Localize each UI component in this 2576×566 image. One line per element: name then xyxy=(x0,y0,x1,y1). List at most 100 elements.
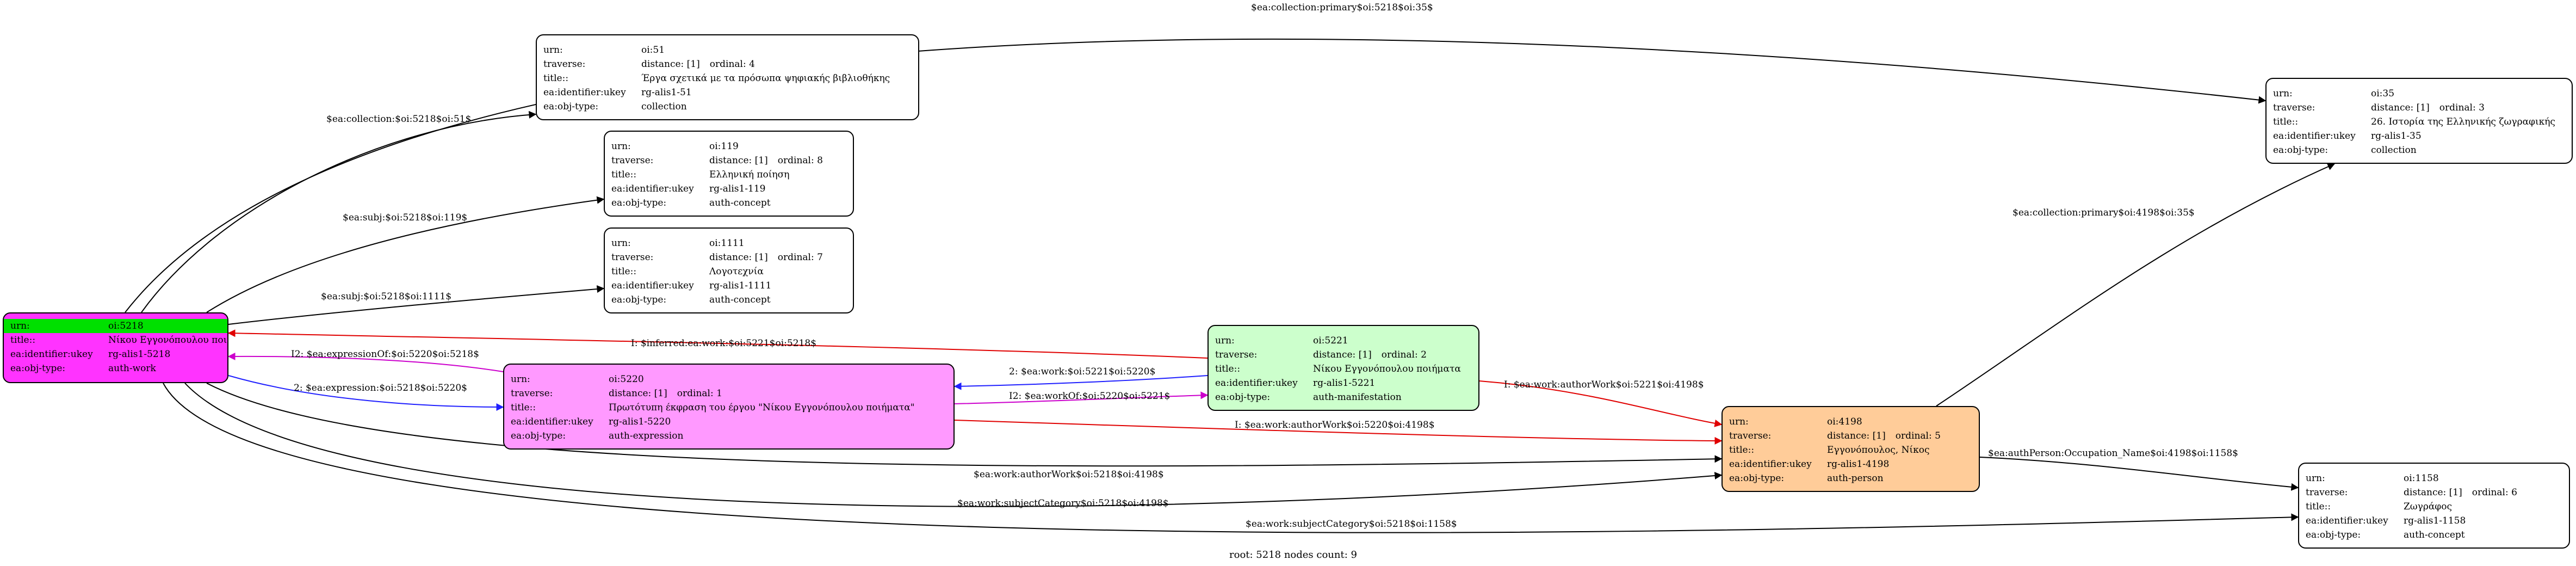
title-key: title:: xyxy=(511,402,536,413)
traverse-value: distance: [1] ordinal: 4 xyxy=(641,57,755,71)
objtype-text: auth-concept xyxy=(709,294,771,305)
traverse-row: traverse: distance: [1] ordinal: 3 xyxy=(2267,101,2572,115)
title-value: Νίκου Εγγονόπουλου ποιήματα xyxy=(1313,362,1461,376)
title-row: title:: Πρωτότυπη έκφραση του έργου "Νίκο… xyxy=(504,401,953,415)
ukey-text: rg-alis1-51 xyxy=(641,87,692,98)
graph-node-root[interactable]: urn: oi:5218 title:: Νίκου Εγγονόπουλου ποι… xyxy=(3,312,228,383)
objtype-value: collection xyxy=(641,100,687,114)
graph-node-oi-5221[interactable]: urn: oi:5221 traverse: distance: [1] ordinal… xyxy=(1208,325,1479,411)
title-text: Νίκου Εγγονόπουλου ποιήματα xyxy=(108,335,227,346)
title-value: Ζωγράφος xyxy=(2404,500,2452,514)
objtype-value: auth-expression xyxy=(609,429,683,443)
ukey-row: ea:identifier:ukey rg-alis1-51 xyxy=(537,85,918,100)
urn-row: urn: oi:4198 xyxy=(1723,415,1979,429)
traverse-value: distance: [1] ordinal: 8 xyxy=(709,153,823,168)
distance-text: distance: [1] xyxy=(1827,430,1886,441)
title-value: Πρωτότυπη έκφραση του έργου "Νίκου Εγγον… xyxy=(609,401,915,415)
ukey-value: rg-alis1-5220 xyxy=(609,415,671,429)
ukey-key: ea:identifier:ukey xyxy=(511,416,593,427)
ordinal-text: ordinal: 8 xyxy=(777,155,823,166)
edge-label: $ea:work:subjectCategory$oi:5218$oi:4198… xyxy=(957,498,1169,509)
edge-n5220-to-n4198 xyxy=(954,420,1723,445)
ukey-row: ea:identifier:ukey rg-alis1-35 xyxy=(2267,129,2572,143)
title-row: title:: 26. Ιστορία της Ελληνικής ζωγραφι… xyxy=(2267,115,2572,129)
traverse-row: traverse: distance: [1] ordinal: 8 xyxy=(605,153,853,168)
ukey-row: ea:identifier:ukey rg-alis1-5221 xyxy=(1209,376,1478,390)
edge-label: $ea:collection:primary$oi:5218$oi:35$ xyxy=(1251,2,1433,13)
urn-row: urn: oi:51 xyxy=(537,43,918,57)
traverse-row: traverse: distance: [1] ordinal: 2 xyxy=(1209,348,1478,362)
objtype-text: auth-concept xyxy=(709,198,771,208)
edge-label: $ea:work:authorWork$oi:5218$oi:4198$ xyxy=(974,469,1164,480)
edge-label: 2: $ea:work:$oi:5221$oi:5220$ xyxy=(1009,366,1155,377)
urn-value: oi:5218 xyxy=(108,319,144,333)
objtype-value: auth-manifestation xyxy=(1313,390,1402,404)
title-row: title:: Ελληνική ποίηση xyxy=(605,168,853,182)
distance-text: distance: [1] xyxy=(709,155,768,166)
graph-node-oi-4198[interactable]: urn: oi:4198 traverse: distance: [1] ordinal… xyxy=(1722,406,1980,492)
urn-value: oi:119 xyxy=(709,139,739,153)
urn-key: urn: xyxy=(611,238,631,249)
title-text: Λογοτεχνία xyxy=(709,266,764,277)
traverse-key: traverse: xyxy=(511,388,553,399)
urn-key: urn: xyxy=(1215,335,1235,346)
urn-text: oi:35 xyxy=(2371,88,2395,99)
title-key: title:: xyxy=(1729,445,1755,456)
objtype-value: collection xyxy=(2371,143,2417,157)
distance-text: distance: [1] xyxy=(641,59,700,70)
urn-text: oi:119 xyxy=(709,141,739,152)
objtype-key: ea:obj-type: xyxy=(2273,145,2329,156)
urn-text: oi:5220 xyxy=(609,374,644,385)
edge-n5221-to-n4198 xyxy=(1479,380,1723,427)
ukey-value: rg-alis1-4198 xyxy=(1827,457,1889,471)
traverse-value: distance: [1] ordinal: 6 xyxy=(2404,485,2517,500)
urn-value: oi:1158 xyxy=(2404,471,2439,485)
title-key: title:: xyxy=(1215,364,1241,374)
urn-value: oi:5220 xyxy=(609,372,644,386)
graph-node-oi-119[interactable]: urn: oi:119 traverse: distance: [1] ordinal:… xyxy=(604,131,854,217)
title-key: title:: xyxy=(10,335,36,346)
title-value: 26. Ιστορία της Ελληνικής ζωγραφικής xyxy=(2371,115,2555,129)
urn-value: oi:35 xyxy=(2371,87,2394,101)
ordinal-text: ordinal: 2 xyxy=(1381,349,1427,360)
title-row: title:: Εγγονόπουλος, Νίκος xyxy=(1723,443,1979,457)
edge-label: $ea:collection:$oi:5218$oi:51$ xyxy=(326,114,471,125)
ukey-key: ea:identifier:ukey xyxy=(2273,131,2356,142)
distance-text: distance: [1] xyxy=(1313,349,1372,360)
ordinal-text: ordinal: 4 xyxy=(709,59,755,70)
traverse-key: traverse: xyxy=(1729,430,1772,441)
objtype-row: ea:obj-type: auth-concept xyxy=(2299,528,2569,542)
urn-row: urn: oi:5221 xyxy=(1209,334,1478,348)
graph-node-oi-5220[interactable]: urn: oi:5220 traverse: distance: [1] ordinal… xyxy=(503,364,955,450)
distance-text: distance: [1] xyxy=(609,388,667,399)
graph-node-oi-51[interactable]: urn: oi:51 traverse: distance: [1] ordinal: … xyxy=(536,34,919,120)
edge-label: $ea:collection:primary$oi:4198$oi:35$ xyxy=(2013,207,2195,218)
objtype-row: ea:obj-type: collection xyxy=(2267,143,2572,157)
traverse-row: traverse: distance: [1] ordinal: 6 xyxy=(2299,485,2569,500)
objtype-key: ea:obj-type: xyxy=(1215,392,1271,403)
objtype-row: ea:obj-type: auth-person xyxy=(1723,471,1979,485)
ukey-value: rg-alis1-119 xyxy=(709,182,766,196)
objtype-value: auth-person xyxy=(1827,471,1884,485)
urn-key: urn: xyxy=(511,374,530,385)
title-text: Ζωγράφος xyxy=(2404,501,2452,512)
urn-value: oi:1111 xyxy=(709,236,745,250)
title-row: title:: Έργα σχετικά με τα πρόσωπα ψηφιακ… xyxy=(537,71,918,85)
graph-caption: root: 5218 nodes count: 9 xyxy=(1229,549,1357,561)
edge-label: I: $ea:work:authorWork$oi:5220$oi:4198$ xyxy=(1235,420,1435,430)
edge-label: $ea:subj:$oi:5218$oi:119$ xyxy=(343,212,467,223)
ukey-text: rg-alis1-5220 xyxy=(609,416,671,427)
graph-node-oi-1111[interactable]: urn: oi:1111 traverse: distance: [1] ordinal… xyxy=(604,227,854,313)
edge-n5221-to-root xyxy=(227,329,1208,359)
title-text: 26. Ιστορία της Ελληνικής ζωγραφικής xyxy=(2371,116,2555,127)
title-value: Ελληνική ποίηση xyxy=(709,168,789,182)
graph-node-oi-1158[interactable]: urn: oi:1158 traverse: distance: [1] ordinal… xyxy=(2298,463,2570,549)
edge-label: $ea:authPerson:Occupation_Name$oi:4198$o… xyxy=(1988,448,2238,459)
objtype-text: auth-person xyxy=(1827,473,1884,484)
title-text: Ελληνική ποίηση xyxy=(709,169,790,180)
objtype-row: ea:obj-type: auth-manifestation xyxy=(1209,390,1478,404)
edge-root-to-n51 xyxy=(141,110,537,313)
ukey-value: rg-alis1-1111 xyxy=(709,279,771,293)
traverse-row: traverse: distance: [1] ordinal: 7 xyxy=(605,250,853,264)
graph-node-oi-35[interactable]: urn: oi:35 traverse: distance: [1] ordinal: … xyxy=(2265,78,2573,164)
